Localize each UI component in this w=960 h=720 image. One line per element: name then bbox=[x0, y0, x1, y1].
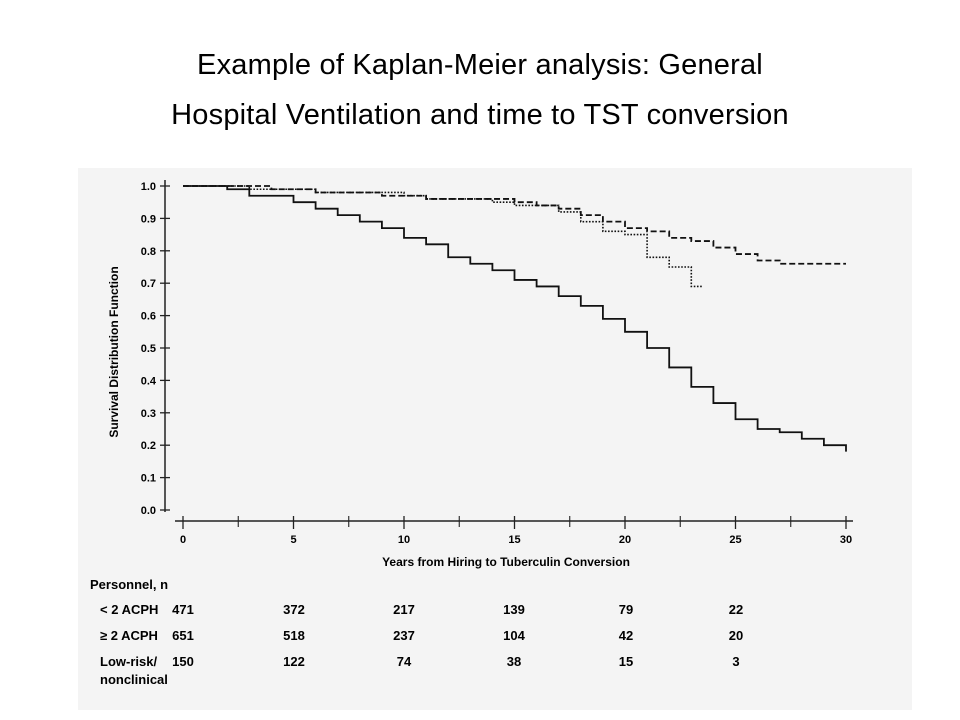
y-tick-label: 1.0 bbox=[141, 181, 156, 193]
risk-count-cell: 20 bbox=[729, 628, 743, 643]
y-tick-label: 0.1 bbox=[141, 473, 156, 485]
risk-count-cell: 372 bbox=[283, 602, 305, 617]
risk-count-cell: 3 bbox=[732, 654, 739, 669]
risk-table: Personnel, n < 2 ACPH 471 372 217 139 79 22 ≥ 2 … bbox=[90, 577, 743, 687]
y-tick-label: 0.0 bbox=[141, 505, 156, 517]
risk-count-cell: 237 bbox=[393, 628, 415, 643]
risk-row-label: ≥ 2 ACPH bbox=[100, 628, 158, 643]
x-tick-label: 30 bbox=[840, 534, 852, 546]
risk-row-label-line-2: nonclinical bbox=[100, 672, 168, 687]
y-tick-label: 0.9 bbox=[141, 213, 156, 225]
x-tick-label: 5 bbox=[290, 534, 296, 546]
y-tick-label: 0.4 bbox=[141, 375, 157, 387]
risk-count-cell: 42 bbox=[619, 628, 633, 643]
risk-table-header: Personnel, n bbox=[90, 577, 168, 592]
risk-count-cell: 122 bbox=[283, 654, 305, 669]
risk-row-label: < 2 ACPH bbox=[100, 602, 158, 617]
x-tick-label: 25 bbox=[729, 534, 741, 546]
risk-count-cell: 38 bbox=[507, 654, 521, 669]
x-tick-label: 10 bbox=[398, 534, 410, 546]
x-tick-label: 0 bbox=[180, 534, 186, 546]
y-tick-label: 0.6 bbox=[141, 311, 156, 323]
y-tick-label: 0.2 bbox=[141, 440, 156, 452]
scanned-figure-background bbox=[78, 168, 912, 710]
risk-count-cell: 79 bbox=[619, 602, 633, 617]
y-axis-title: Survival Distribution Function bbox=[107, 266, 121, 437]
y-tick-label: 0.7 bbox=[141, 278, 156, 290]
risk-count-cell: 471 bbox=[172, 602, 194, 617]
series-line-dotted bbox=[183, 185, 703, 288]
axes: 0.0 0.1 0.2 0.3 0.4 0.5 0.6 0.7 0.8 0.9 1.0 0 5 10 15 2… bbox=[107, 180, 853, 569]
survival-curves bbox=[183, 185, 847, 452]
slide-title: Example of Kaplan-Meier analysis: Genera… bbox=[0, 40, 960, 140]
risk-count-cell: 74 bbox=[397, 654, 412, 669]
risk-count-cell: 139 bbox=[503, 602, 525, 617]
slide-title-line-2: Hospital Ventilation and time to TST con… bbox=[171, 99, 789, 131]
y-tick-label: 0.8 bbox=[141, 246, 156, 258]
risk-row-label: Low-risk/ bbox=[100, 654, 157, 669]
risk-count-cell: 22 bbox=[729, 602, 743, 617]
x-tick-label: 15 bbox=[508, 534, 520, 546]
risk-count-cell: 150 bbox=[172, 654, 194, 669]
x-tick-label: 20 bbox=[619, 534, 631, 546]
risk-count-cell: 518 bbox=[283, 628, 305, 643]
slide-title-line-1: Example of Kaplan-Meier analysis: Genera… bbox=[197, 49, 763, 81]
y-tick-label: 0.5 bbox=[141, 343, 156, 355]
series-line-solid bbox=[183, 185, 847, 452]
x-axis-title: Years from Hiring to Tuberculin Conversi… bbox=[382, 555, 630, 569]
y-tick-label: 0.3 bbox=[141, 408, 156, 420]
series-line-dashed bbox=[183, 185, 846, 265]
risk-count-cell: 104 bbox=[503, 628, 525, 643]
risk-count-cell: 651 bbox=[172, 628, 194, 643]
risk-count-cell: 217 bbox=[393, 602, 415, 617]
risk-count-cell: 15 bbox=[619, 654, 633, 669]
